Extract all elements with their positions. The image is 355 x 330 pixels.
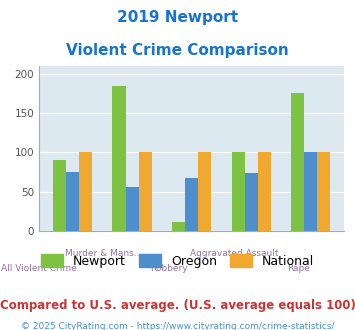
Text: Robbery: Robbery <box>150 264 188 273</box>
Text: Violent Crime Comparison: Violent Crime Comparison <box>66 43 289 58</box>
Legend: Newport, Oregon, National: Newport, Oregon, National <box>36 249 319 273</box>
Text: Murder & Mans...: Murder & Mans... <box>65 249 143 258</box>
Bar <box>113 86 126 231</box>
Bar <box>53 159 66 231</box>
Bar <box>185 178 198 231</box>
Bar <box>139 152 152 231</box>
Bar <box>258 152 271 231</box>
Text: © 2025 CityRating.com - https://www.cityrating.com/crime-statistics/: © 2025 CityRating.com - https://www.city… <box>21 322 334 330</box>
Text: 2019 Newport: 2019 Newport <box>117 10 238 25</box>
Bar <box>231 152 245 231</box>
Text: Aggravated Assault: Aggravated Assault <box>190 249 278 258</box>
Bar <box>172 221 185 231</box>
Bar <box>291 93 304 231</box>
Text: All Violent Crime: All Violent Crime <box>1 264 77 273</box>
Bar <box>198 152 211 231</box>
Bar <box>317 152 331 231</box>
Bar <box>245 173 258 231</box>
Bar <box>126 187 139 231</box>
Bar <box>79 152 92 231</box>
Text: Rape: Rape <box>288 264 310 273</box>
Text: Compared to U.S. average. (U.S. average equals 100): Compared to U.S. average. (U.S. average … <box>0 299 355 312</box>
Bar <box>66 172 79 231</box>
Bar <box>304 152 317 231</box>
